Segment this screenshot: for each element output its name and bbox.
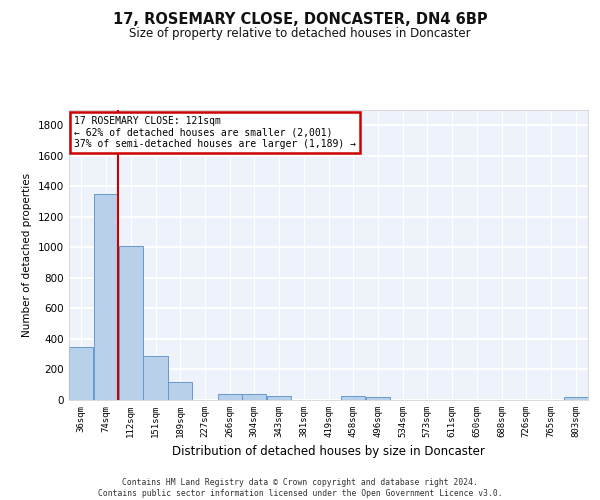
Text: Contains HM Land Registry data © Crown copyright and database right 2024.
Contai: Contains HM Land Registry data © Crown c…	[98, 478, 502, 498]
Bar	[69, 346, 94, 400]
Text: 17, ROSEMARY CLOSE, DONCASTER, DN4 6BP: 17, ROSEMARY CLOSE, DONCASTER, DN4 6BP	[113, 12, 487, 28]
Text: Size of property relative to detached houses in Doncaster: Size of property relative to detached ho…	[129, 28, 471, 40]
Bar	[563, 397, 588, 400]
Bar	[267, 396, 291, 400]
Y-axis label: Number of detached properties: Number of detached properties	[22, 173, 32, 337]
Bar	[218, 394, 242, 400]
Bar	[143, 356, 167, 400]
Bar	[119, 246, 143, 400]
Bar	[341, 396, 365, 400]
Bar	[94, 194, 118, 400]
Text: 17 ROSEMARY CLOSE: 121sqm
← 62% of detached houses are smaller (2,001)
37% of se: 17 ROSEMARY CLOSE: 121sqm ← 62% of detac…	[74, 116, 356, 149]
X-axis label: Distribution of detached houses by size in Doncaster: Distribution of detached houses by size …	[172, 446, 485, 458]
Bar	[366, 397, 390, 400]
Bar	[242, 394, 266, 400]
Bar	[168, 382, 193, 400]
